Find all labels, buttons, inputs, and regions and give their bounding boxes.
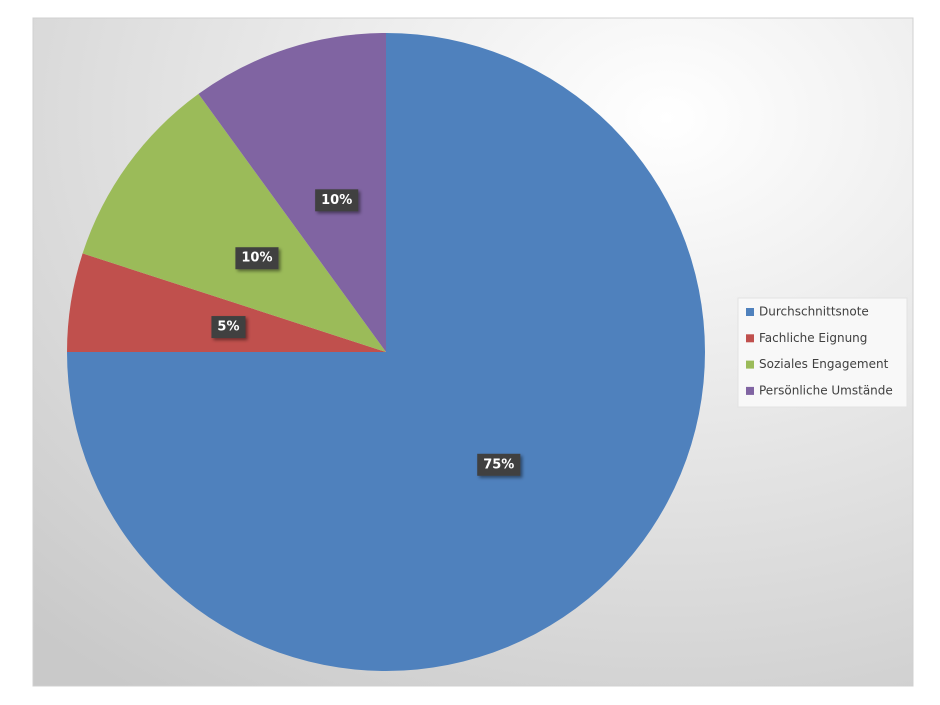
legend-label: Soziales Engagement	[759, 357, 889, 371]
pie-slice	[198, 33, 386, 352]
pie	[67, 33, 705, 671]
data-label-box	[235, 247, 279, 270]
legend: Durchschnittsnote Fachliche Eignung Sozial…	[737, 297, 908, 408]
data-label: 75%	[483, 457, 514, 472]
data-label-box	[315, 189, 359, 212]
legend-swatch	[746, 334, 754, 343]
legend-swatch	[746, 386, 754, 395]
pie-slice	[82, 93, 386, 352]
data-label-box	[477, 453, 521, 476]
legend-swatch	[746, 360, 754, 369]
legend-label: Fachliche Eignung	[759, 331, 867, 345]
legend-label: Durchschnittsnote	[759, 305, 869, 319]
data-label-box	[211, 316, 246, 339]
data-label: 10%	[321, 193, 352, 208]
data-label: 5%	[217, 320, 239, 335]
legend-label: Persönliche Umstände	[759, 383, 893, 397]
data-labels: 75% 5% 10% 10%	[211, 189, 521, 476]
legend-box	[737, 297, 908, 408]
legend-swatch	[746, 308, 754, 316]
pie-slice	[67, 253, 386, 352]
data-label: 10%	[241, 251, 272, 266]
